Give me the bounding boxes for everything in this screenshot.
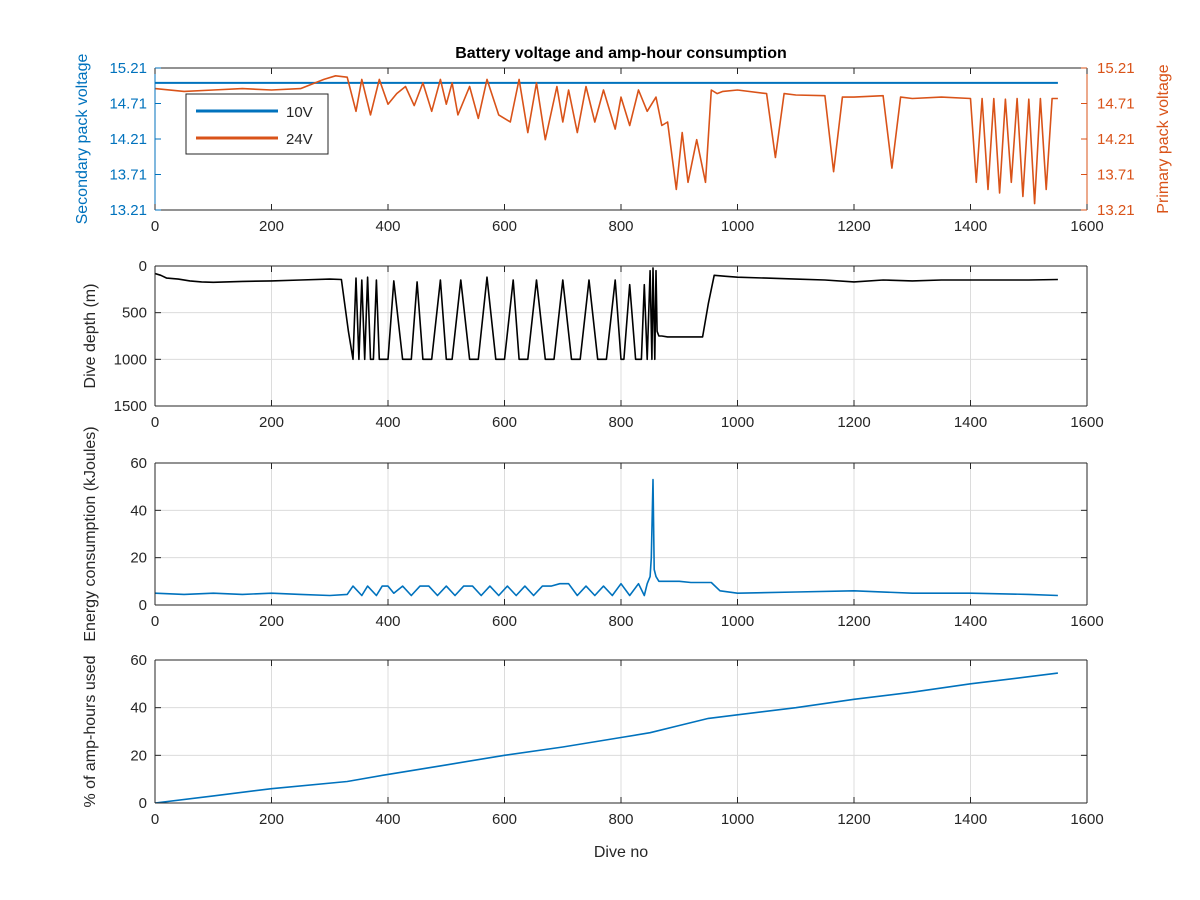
- legend-box: [185, 93, 329, 155]
- amphours-y-tick-label: 20: [130, 747, 147, 764]
- depth-series-line: [155, 267, 1058, 361]
- voltage-x-tick-label: 600: [492, 218, 517, 235]
- amphours-y-tick-label: 0: [139, 795, 147, 812]
- voltage-y2-tick-label: 13.71: [1097, 167, 1135, 184]
- voltage-y-tick-label: 13.71: [109, 167, 147, 184]
- depth-x-tick-label: 1600: [1070, 414, 1103, 431]
- voltage-y-tick-label: 15.21: [109, 60, 147, 77]
- amphours-x-label: Dive no: [594, 844, 648, 861]
- depth-x-tick-label: 1000: [721, 414, 754, 431]
- amphours-x-tick-label: 600: [492, 811, 517, 828]
- dive-depth-panel: 0 200 400 600 800 1000 1200 1400 1600 0 500 1000 150…: [82, 258, 1104, 431]
- voltage-y2-tick-label: 13.21: [1097, 202, 1135, 219]
- voltage-y2-tick-label: 14.71: [1097, 96, 1135, 113]
- legend: 10V 24V: [185, 93, 329, 155]
- depth-x-tick-label: 400: [375, 414, 400, 431]
- voltage-series-24v: [155, 75, 1058, 205]
- amphours-series-line: [155, 672, 1058, 803]
- voltage-x-tick-label: 1600: [1070, 218, 1103, 235]
- amp-hours-panel: 0 200 400 600 800 1000 1200 1400 1600 0 20 40 60 % of…: [82, 652, 1104, 861]
- voltage-x-tick-label: 0: [151, 218, 159, 235]
- energy-y-tick-label: 40: [130, 502, 147, 519]
- voltage-y2-tick-label: 15.21: [1097, 60, 1135, 77]
- voltage-x-tick-label: 200: [259, 218, 284, 235]
- voltage-y-label: Secondary pack voltage: [74, 54, 91, 225]
- legend-label-24v: 24V: [286, 131, 313, 148]
- voltage-x-tick-label: 400: [375, 218, 400, 235]
- amphours-x-tick-label: 200: [259, 811, 284, 828]
- voltage-y2-label: Primary pack voltage: [1155, 64, 1172, 213]
- depth-y-tick-label: 500: [122, 305, 147, 322]
- energy-x-tick-label: 400: [375, 613, 400, 630]
- amphours-y-label: % of amp-hours used: [82, 655, 99, 807]
- energy-x-tick-label: 1600: [1070, 613, 1103, 630]
- depth-x-tick-label: 0: [151, 414, 159, 431]
- amphours-x-tick-label: 0: [151, 811, 159, 828]
- depth-x-tick-label: 1200: [837, 414, 870, 431]
- legend-label-10v: 10V: [286, 104, 313, 121]
- energy-y-label: Energy consumption (kJoules): [82, 426, 99, 641]
- energy-x-tick-label: 600: [492, 613, 517, 630]
- amphours-y-tick-label: 60: [130, 652, 147, 669]
- energy-series-line: [155, 478, 1058, 597]
- depth-y-tick-label: 0: [139, 258, 147, 275]
- voltage-x-tick-label: 800: [608, 218, 633, 235]
- voltage-y-tick-label: 14.21: [109, 131, 147, 148]
- depth-x-tick-label: 600: [492, 414, 517, 431]
- depth-y-tick-label: 1000: [114, 351, 147, 368]
- amphours-x-tick-label: 1400: [954, 811, 987, 828]
- depth-y-tick-label: 1500: [114, 398, 147, 415]
- voltage-y2-tick-label: 14.21: [1097, 131, 1135, 148]
- chart-title: Battery voltage and amp-hour consumption: [455, 45, 787, 62]
- depth-x-tick-label: 800: [608, 414, 633, 431]
- energy-panel: 0 200 400 600 800 1000 1200 1400 1600 0 20 40 60 Ener…: [82, 426, 1104, 641]
- amphours-x-tick-label: 1600: [1070, 811, 1103, 828]
- voltage-x-tick-label: 1400: [954, 218, 987, 235]
- energy-x-tick-label: 1000: [721, 613, 754, 630]
- energy-x-tick-label: 1200: [837, 613, 870, 630]
- amphours-x-tick-label: 800: [608, 811, 633, 828]
- amphours-x-tick-label: 1200: [837, 811, 870, 828]
- voltage-panel: 0 200 400 600 800 1000 1200 1400 160013.2113.711…: [74, 54, 1172, 235]
- energy-x-tick-label: 200: [259, 613, 284, 630]
- energy-x-tick-label: 0: [151, 613, 159, 630]
- energy-y-tick-label: 0: [139, 597, 147, 614]
- amphours-x-tick-label: 400: [375, 811, 400, 828]
- depth-x-tick-label: 1400: [954, 414, 987, 431]
- energy-y-tick-label: 60: [130, 455, 147, 472]
- energy-x-tick-label: 1400: [954, 613, 987, 630]
- amphours-y-tick-label: 40: [130, 700, 147, 717]
- energy-y-tick-label: 20: [130, 550, 147, 567]
- voltage-y-tick-label: 13.21: [109, 202, 147, 219]
- energy-x-tick-label: 800: [608, 613, 633, 630]
- voltage-x-tick-label: 1000: [721, 218, 754, 235]
- voltage-y-tick-label: 14.71: [109, 96, 147, 113]
- voltage-x-tick-label: 1200: [837, 218, 870, 235]
- amphours-x-tick-label: 1000: [721, 811, 754, 828]
- depth-y-label: Dive depth (m): [82, 284, 99, 389]
- depth-x-tick-label: 200: [259, 414, 284, 431]
